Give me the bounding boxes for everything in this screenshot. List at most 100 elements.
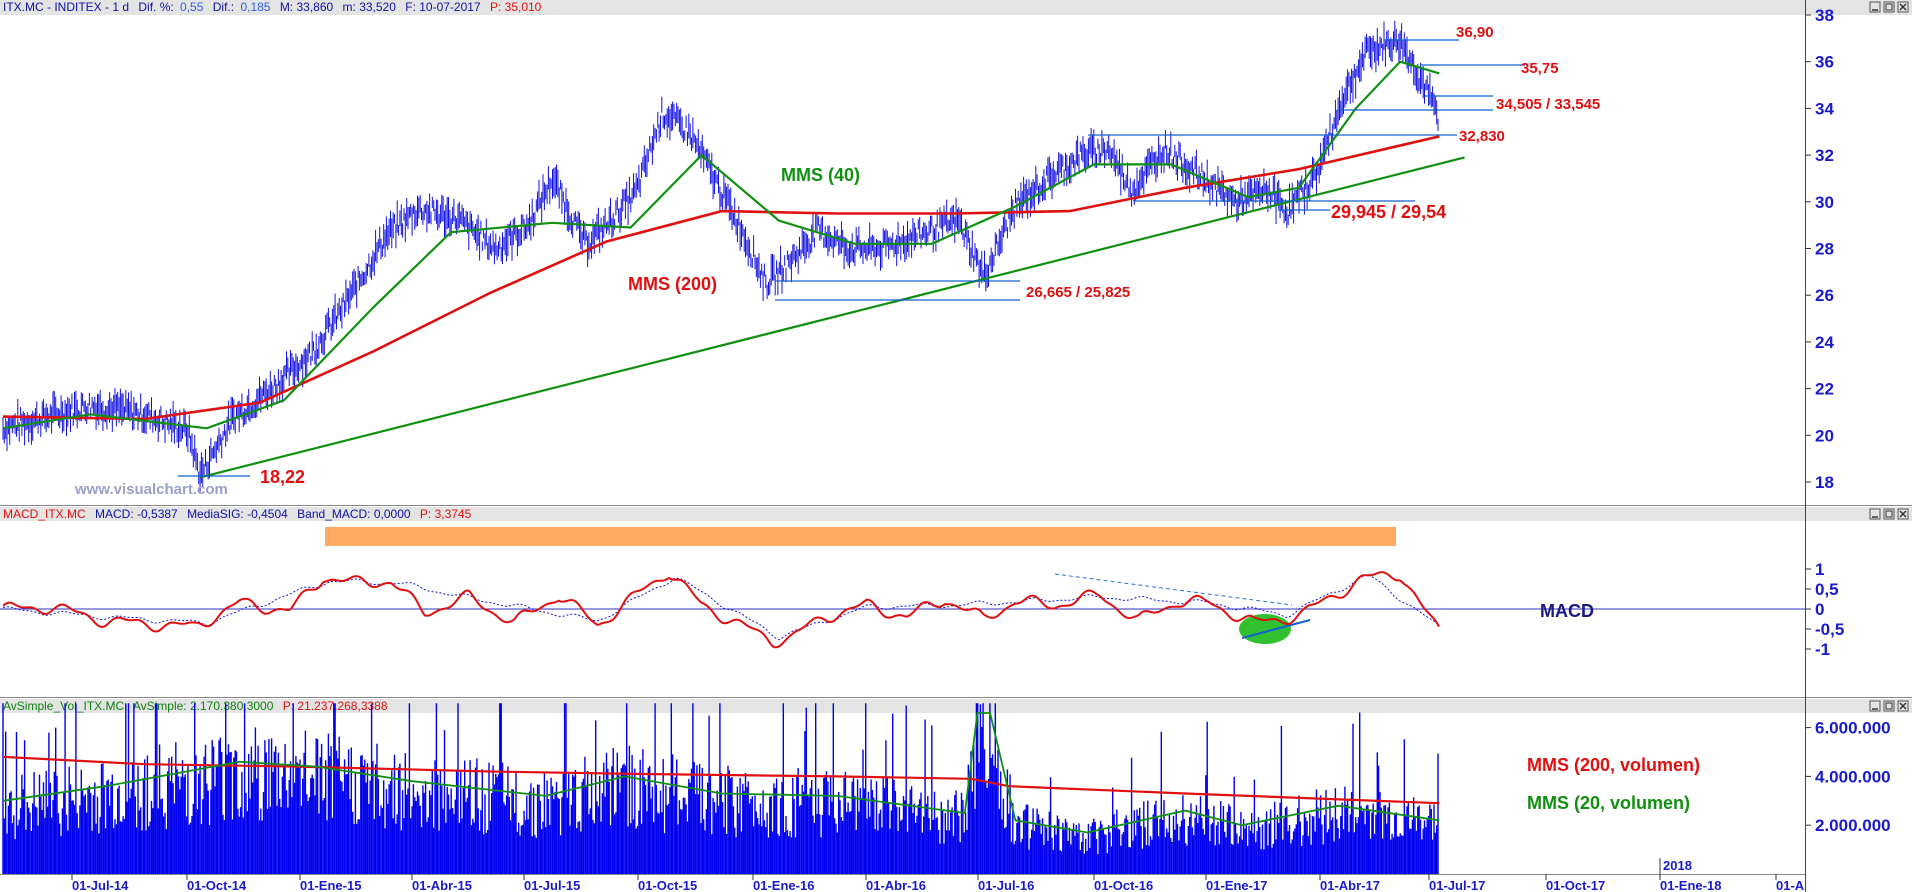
macd-signal-line <box>2 573 1440 641</box>
price-header-dif-label: Dif.: <box>213 0 234 14</box>
price-panel-controls <box>1869 1 1909 13</box>
minimize-icon[interactable] <box>1869 1 1881 13</box>
price-header-max: M: 33,860 <box>280 0 334 14</box>
x-tick-label: 01-Jul-17 <box>1429 878 1485 892</box>
price-header-min: m: 33,520 <box>343 0 397 14</box>
x-tick-label: 01-Abr-16 <box>866 878 926 892</box>
minimize-icon[interactable] <box>1869 700 1881 712</box>
volume-tick-label: 2.000.000 <box>1815 816 1891 835</box>
price-header: ITX.MC - INDITEX - 1 d Dif. %: 0,55 Dif.… <box>3 0 542 14</box>
price-header-close: P: 35,010 <box>490 0 542 14</box>
macd-panel-controls <box>1869 508 1909 520</box>
macd-header-name: MACD_ITX.MC <box>3 507 86 521</box>
price-panel-bg <box>0 0 1912 505</box>
price-header-difpct: 0,55 <box>180 0 204 14</box>
price-header-difpct-label: Dif. %: <box>138 0 173 14</box>
volume-tick-label: 6.000.000 <box>1815 719 1891 738</box>
x-tick-label: 01-Jul-14 <box>72 878 129 892</box>
volume-header: AvSimple_Vol_ITX.MC AvSimple: 2.170.380,… <box>3 699 388 713</box>
price-tick-label: 32 <box>1815 146 1834 165</box>
macd-tick-label: 0 <box>1815 600 1824 619</box>
x-tick-label: 01-Ene-15 <box>300 878 361 892</box>
macd-header-bar <box>0 507 1912 521</box>
volume-header-name: AvSimple_Vol_ITX.MC <box>3 699 124 713</box>
mms40-label: MMS (40) <box>781 165 860 185</box>
level-label: 18,22 <box>260 467 305 487</box>
price-tick-label: 30 <box>1815 193 1834 212</box>
macd-header-p: P: 3,3745 <box>420 507 472 521</box>
macd-header-signal: MediaSIG: -0,4504 <box>187 507 288 521</box>
volume-panel-controls <box>1869 700 1909 712</box>
maximize-icon[interactable] <box>1883 700 1895 712</box>
close-icon[interactable] <box>1897 1 1909 13</box>
price-header-dif: 0,185 <box>240 0 270 14</box>
macd-overbought-band <box>325 527 1396 546</box>
level-label: 29,945 / 29,54 <box>1331 202 1446 222</box>
maximize-icon[interactable] <box>1883 508 1895 520</box>
macd-tick-label: 0,5 <box>1815 580 1839 599</box>
watermark: www.visualchart.com <box>74 481 228 498</box>
volume-mms200-label: MMS (200, volumen) <box>1527 755 1700 775</box>
level-label: 35,75 <box>1521 60 1559 77</box>
price-tick-label: 26 <box>1815 286 1834 305</box>
mms40-line <box>2 60 1440 430</box>
levels-layer: 36,90 35,75 34,505 / 33,545 32,830 29,945 / … <box>178 24 1600 487</box>
macd-tick-label: -1 <box>1815 640 1830 659</box>
macd-tick-label: 1 <box>1815 560 1824 579</box>
price-layer <box>2 20 1465 492</box>
volume-header-value: AvSimple: 2.170.380,3000 <box>133 699 274 713</box>
close-icon[interactable] <box>1897 508 1909 520</box>
trendline <box>200 156 1465 479</box>
x-tick-label: 01-Oct-15 <box>638 878 697 892</box>
macd-divergence-line <box>1054 573 1293 606</box>
price-header-date: F: 10-07-2017 <box>405 0 481 14</box>
price-tick-label: 20 <box>1815 426 1834 445</box>
price-tick-label: 22 <box>1815 380 1834 399</box>
level-label: 36,90 <box>1456 24 1494 41</box>
mms200-label: MMS (200) <box>628 274 717 294</box>
macd-header-macd: MACD: -0,5387 <box>95 507 178 521</box>
x-tick-label: 01-Ene-17 <box>1206 878 1267 892</box>
price-tick-label: 34 <box>1815 99 1834 118</box>
minimize-icon[interactable] <box>1869 508 1881 520</box>
volume-header-bar <box>0 699 1912 713</box>
x-tick-label: 01-Ene-16 <box>753 878 814 892</box>
axes-layer: 18 20 22 24 26 28 30 32 34 36 38 10,50-0,5-1 2.000.0… <box>71 6 1891 892</box>
price-tick-label: 38 <box>1815 6 1834 25</box>
x-tick-label: 01-Ene-18 <box>1660 878 1721 892</box>
x-tick-label: 01-Oct-17 <box>1546 878 1605 892</box>
close-icon[interactable] <box>1897 700 1909 712</box>
price-header-name: ITX.MC - INDITEX - 1 d <box>3 0 129 14</box>
price-tick-label: 18 <box>1815 473 1834 492</box>
price-tick-label: 36 <box>1815 53 1834 72</box>
macd-tick-label: -0,5 <box>1815 620 1844 639</box>
macd-header: MACD_ITX.MC MACD: -0,5387 MediaSIG: -0,4… <box>3 507 472 521</box>
macd-line <box>2 571 1440 649</box>
volume-mms20-label: MMS (20, volumen) <box>1527 793 1690 813</box>
macd-layer <box>0 571 1805 649</box>
x-tick-label: 01-Abr-15 <box>412 878 472 892</box>
x-tick-label: 01-Jul-16 <box>978 878 1034 892</box>
x-tick-label: 01-Jul-15 <box>524 878 580 892</box>
level-label: 34,505 / 33,545 <box>1496 96 1600 113</box>
macd-band-layer <box>325 527 1396 546</box>
level-label: 32,830 <box>1459 128 1505 145</box>
volume-mms20-line <box>2 712 1440 834</box>
volume-tick-label: 4.000.000 <box>1815 767 1891 786</box>
mms200-line <box>2 135 1440 421</box>
macd-label: MACD <box>1540 601 1594 621</box>
level-label: 26,665 / 25,825 <box>1026 284 1130 301</box>
macd-support-line <box>1241 619 1311 639</box>
macd-highlight-oval <box>1239 614 1291 644</box>
price-tick-label: 28 <box>1815 240 1834 259</box>
x-tick-label: 01-Abr-17 <box>1320 878 1380 892</box>
x-tick-label: 01-Oct-16 <box>1094 878 1153 892</box>
price-tick-label: 24 <box>1815 333 1834 352</box>
x-tick-label: 01-Oct-14 <box>187 878 247 892</box>
year-marker: 2018 <box>1663 858 1692 873</box>
macd-header-band: Band_MACD: 0,0000 <box>297 507 411 521</box>
x-tick-label: 01-A <box>1776 878 1805 892</box>
maximize-icon[interactable] <box>1883 1 1895 13</box>
price-header-bar <box>0 0 1912 15</box>
